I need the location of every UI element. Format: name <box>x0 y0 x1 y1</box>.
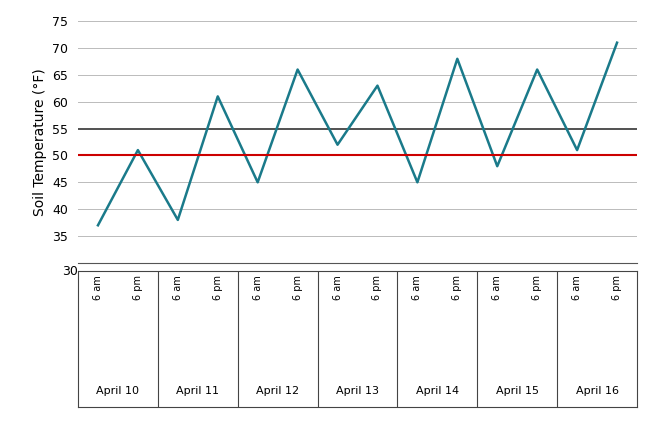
Y-axis label: Soil Temperature (°F): Soil Temperature (°F) <box>32 68 47 216</box>
Text: 6 am: 6 am <box>93 276 103 300</box>
Text: April 10: April 10 <box>96 386 140 396</box>
Text: 6 am: 6 am <box>492 276 502 300</box>
Text: April 14: April 14 <box>416 386 459 396</box>
Text: 6 am: 6 am <box>572 276 582 300</box>
Text: 6 pm: 6 pm <box>213 276 223 301</box>
Text: 6 am: 6 am <box>253 276 263 300</box>
Text: April 12: April 12 <box>256 386 299 396</box>
Text: 6 pm: 6 pm <box>133 276 143 301</box>
Text: April 15: April 15 <box>496 386 539 396</box>
Text: 6 pm: 6 pm <box>452 276 462 301</box>
Text: April 11: April 11 <box>176 386 219 396</box>
Text: 6 am: 6 am <box>412 276 423 300</box>
Text: April 16: April 16 <box>575 386 619 396</box>
Text: 6 am: 6 am <box>333 276 343 300</box>
Text: 30: 30 <box>62 265 78 278</box>
Text: 6 pm: 6 pm <box>532 276 542 301</box>
Text: 6 pm: 6 pm <box>372 276 382 301</box>
Text: 6 am: 6 am <box>173 276 183 300</box>
Text: 6 pm: 6 pm <box>292 276 303 301</box>
Text: April 13: April 13 <box>336 386 379 396</box>
Text: 6 pm: 6 pm <box>612 276 622 301</box>
